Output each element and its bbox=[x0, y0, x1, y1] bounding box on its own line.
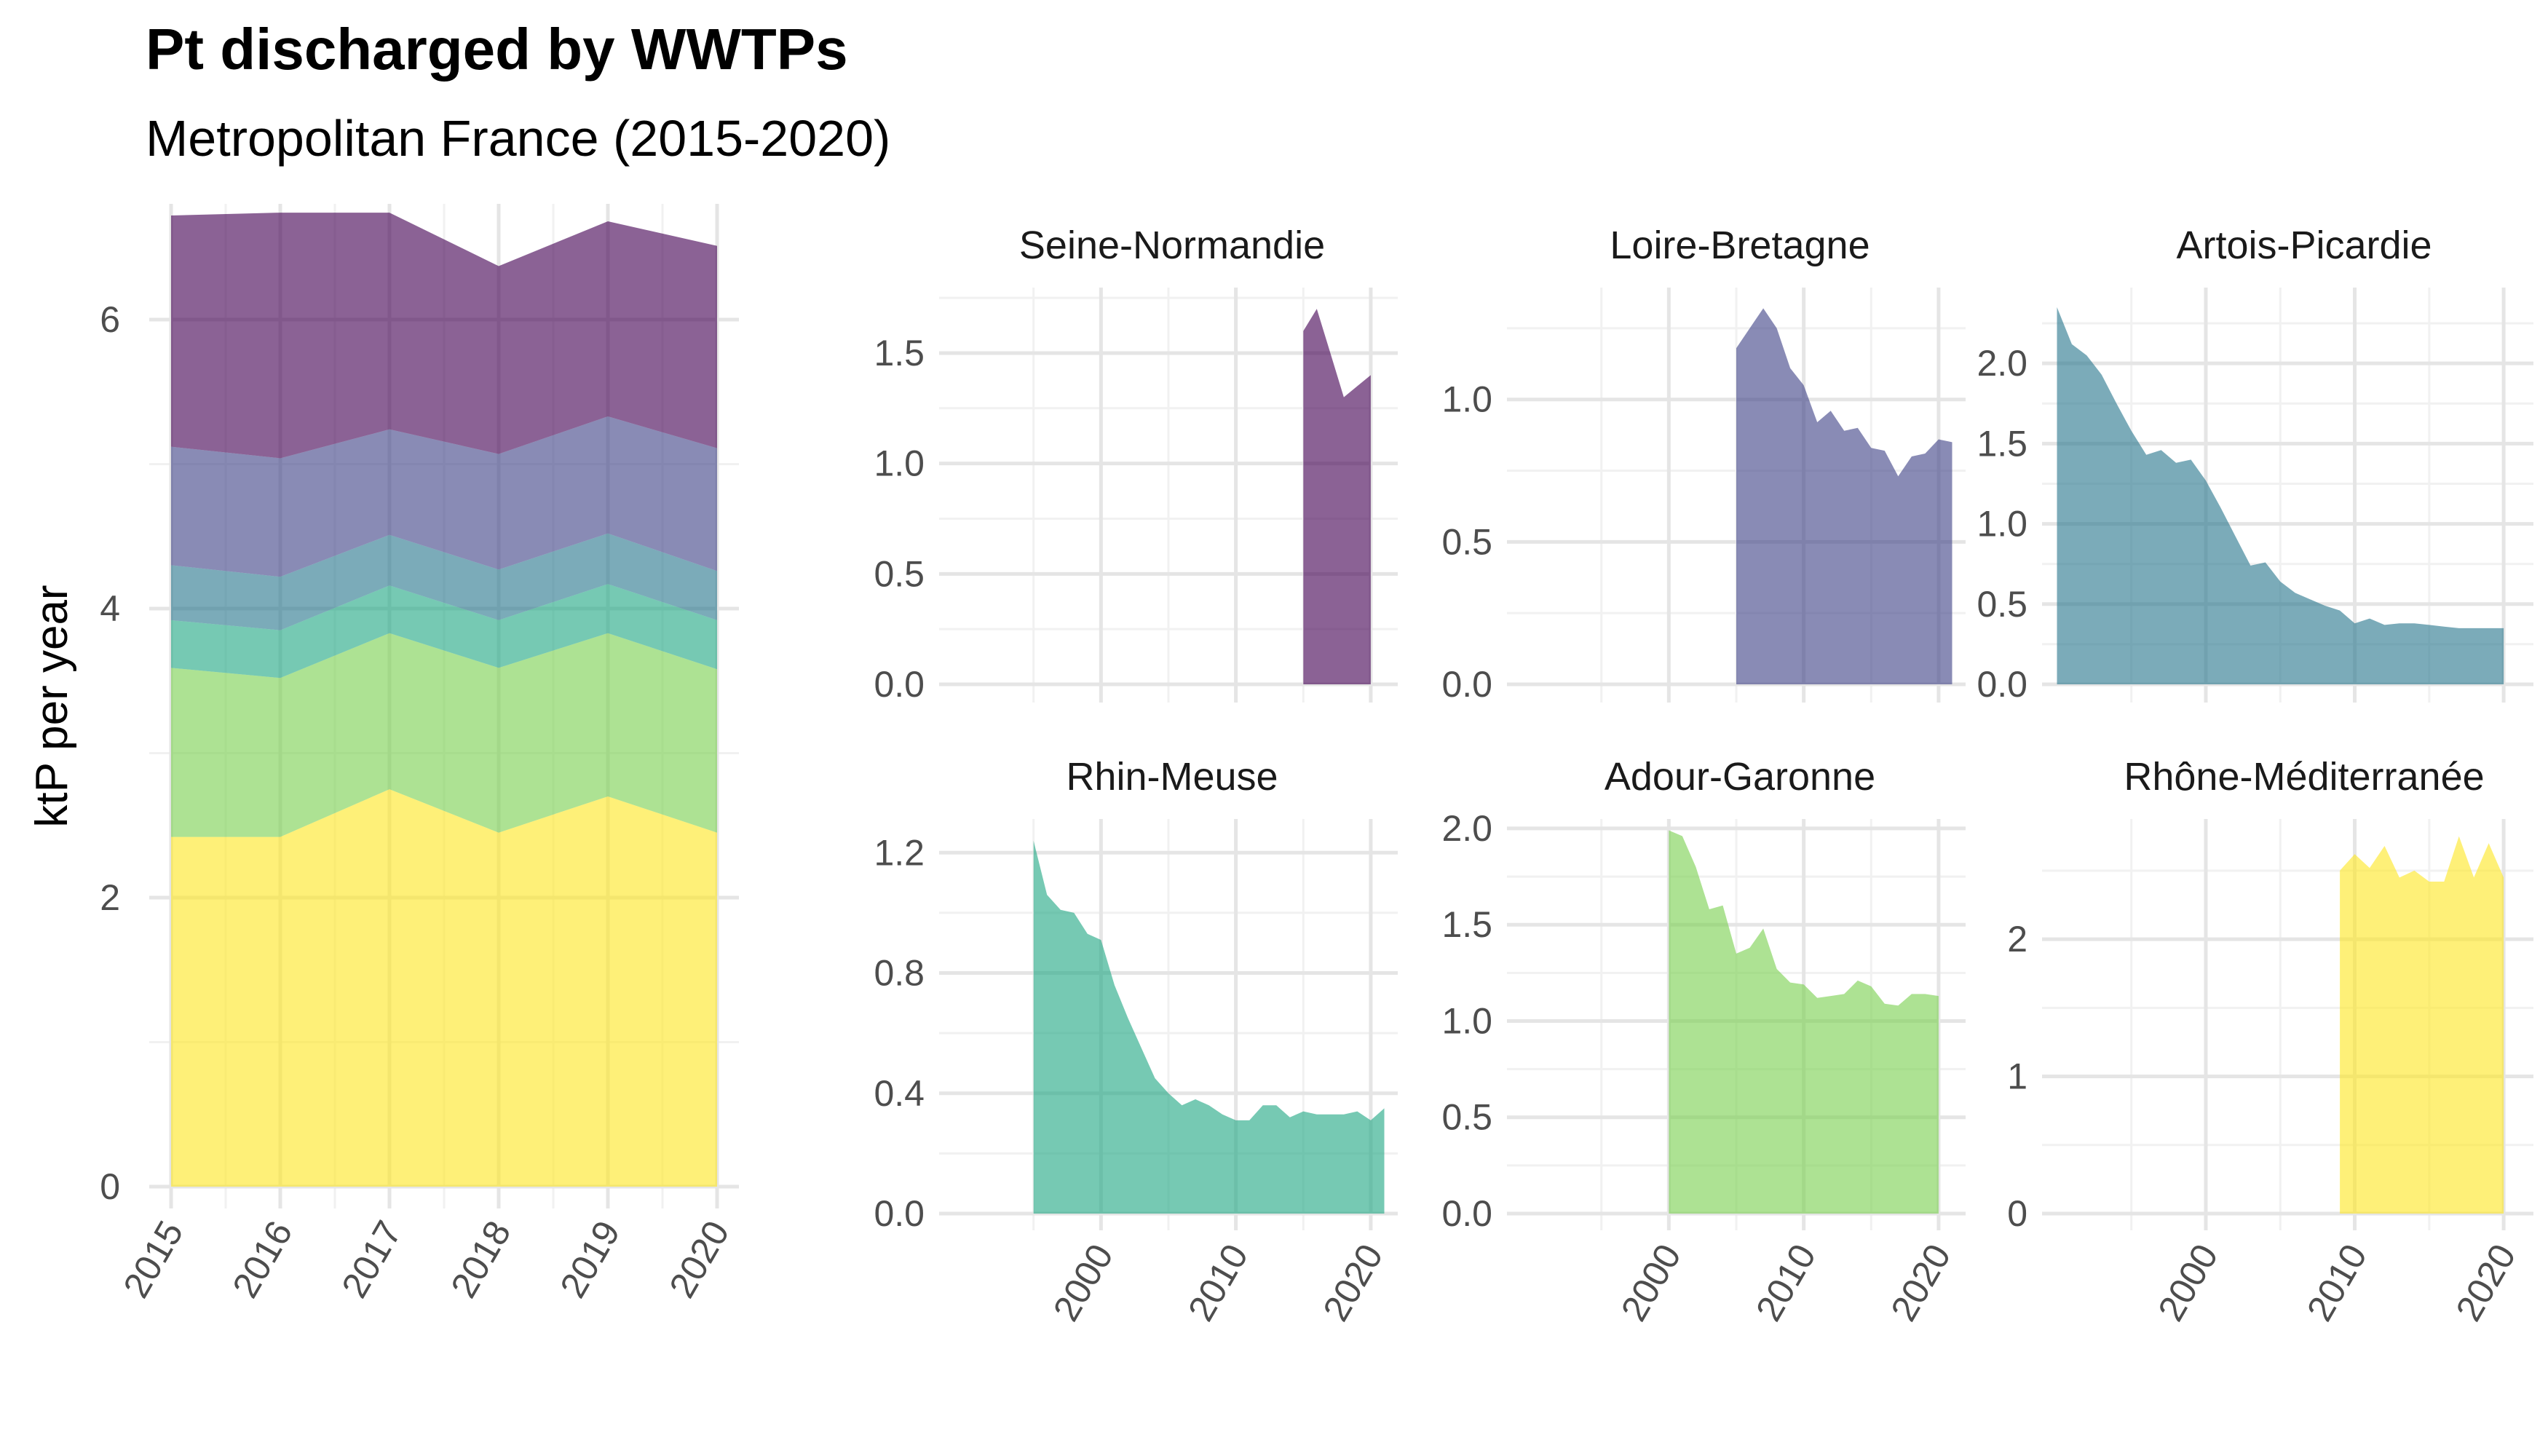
area-seine-normandie bbox=[171, 213, 717, 459]
y-tick-label: 1.5 bbox=[1977, 423, 2027, 464]
panel-title: Seine-Normandie bbox=[1019, 223, 1325, 267]
panel-3: 0.0 0.5 1.0 1.5 2.0 Artois-Picardie bbox=[1977, 223, 2533, 705]
panel-1: 0.0 0.5 1.0 1.5 Seine-Normandie bbox=[874, 223, 1398, 705]
x-tick-label: 2017 bbox=[333, 1214, 409, 1305]
x-tick-label: 2020 bbox=[1883, 1238, 1958, 1328]
y-tick-label: 0.5 bbox=[1441, 1097, 1492, 1138]
y-tick-label: 1.2 bbox=[874, 832, 925, 873]
y-tick-label: 1.5 bbox=[1441, 904, 1492, 945]
panel-5: 0.0 0.5 1.0 1.5 2.0 2000 2010 2020 Adour-Garonne bbox=[1441, 755, 1966, 1328]
x-tick-label: 2010 bbox=[1748, 1238, 1824, 1328]
panel-2: 0.0 0.5 1.0 Loire-Bretagne bbox=[1441, 223, 1966, 705]
y-tick-label: 0.8 bbox=[874, 953, 925, 994]
y-tick-label: 2.0 bbox=[1977, 343, 2027, 384]
y-tick-label: 2 bbox=[2007, 919, 2027, 960]
main-panel: 0 2 4 6 2015 2016 2017 2018 2019 2020 ktP per year bbox=[27, 204, 739, 1305]
y-tick-label: 1.0 bbox=[1977, 504, 2027, 545]
area-rhin-meuse bbox=[171, 584, 717, 678]
y-tick-label: 0.0 bbox=[874, 1193, 925, 1234]
area-seine-normandie bbox=[1303, 309, 1371, 684]
x-tick-label: 2020 bbox=[1315, 1238, 1390, 1328]
y-tick-label: 0.0 bbox=[1977, 664, 2027, 705]
y-tick-label: 0.4 bbox=[874, 1073, 925, 1114]
y-tick-label: 0.5 bbox=[1977, 584, 2027, 625]
x-tick-label: 2010 bbox=[2299, 1238, 2375, 1328]
y-tick-label: 0.0 bbox=[874, 664, 925, 705]
y-tick-label: 0.5 bbox=[1441, 521, 1492, 562]
panel-6: 0 1 2 2000 2010 2020 Rhône-Méditerranée bbox=[2007, 755, 2533, 1328]
y-tick-label: 0 bbox=[2007, 1193, 2027, 1234]
chart-subtitle: Metropolitan France (2015-2020) bbox=[146, 110, 891, 167]
y-tick-label: 0.5 bbox=[874, 553, 925, 594]
area-loire-bretagne bbox=[171, 416, 717, 577]
area-rhône-méditerranée bbox=[2340, 836, 2504, 1214]
panel-title: Rhin-Meuse bbox=[1066, 755, 1278, 799]
x-tick-label: 2000 bbox=[1613, 1238, 1689, 1328]
y-tick-label: 1.5 bbox=[874, 333, 925, 373]
y-tick-label: 1.0 bbox=[874, 443, 925, 484]
panel-title: Adour-Garonne bbox=[1605, 755, 1875, 799]
y-tick-label: 1.0 bbox=[1441, 1000, 1492, 1041]
y-tick-label: 0.0 bbox=[1441, 1193, 1492, 1234]
x-tick-label: 2010 bbox=[1180, 1238, 1256, 1328]
chart-title: Pt discharged by WWTPs bbox=[146, 17, 848, 82]
y-axis-label: ktP per year bbox=[27, 585, 77, 827]
x-tick-label: 2018 bbox=[443, 1214, 518, 1305]
y-tick-label: 1 bbox=[2007, 1056, 2027, 1097]
x-tick-label: 2016 bbox=[224, 1214, 300, 1305]
area-loire-bretagne bbox=[1736, 308, 1952, 684]
y-tick-label: 4 bbox=[100, 588, 120, 629]
area-rhone-mediterranee bbox=[171, 789, 717, 1187]
panel-title: Rhône-Méditerranée bbox=[2124, 755, 2484, 799]
area-rhin-meuse bbox=[1033, 840, 1385, 1214]
area-adour-garonne bbox=[171, 633, 717, 837]
x-tick-label: 2020 bbox=[2448, 1238, 2524, 1328]
y-tick-label: 2 bbox=[100, 877, 120, 918]
area-artois-picardie bbox=[2057, 307, 2504, 684]
y-tick-label: 0 bbox=[100, 1166, 120, 1207]
area-artois-picardie bbox=[171, 533, 717, 630]
panel-title: Artois-Picardie bbox=[2176, 223, 2432, 267]
y-tick-label: 6 bbox=[100, 299, 120, 340]
y-tick-label: 1.0 bbox=[1441, 379, 1492, 420]
x-tick-label: 2015 bbox=[115, 1214, 191, 1305]
x-tick-label: 2020 bbox=[661, 1214, 737, 1305]
x-tick-label: 2000 bbox=[1045, 1238, 1121, 1328]
panel-title: Loire-Bretagne bbox=[1610, 223, 1870, 267]
y-tick-label: 2.0 bbox=[1441, 808, 1492, 849]
y-tick-label: 0.0 bbox=[1441, 664, 1492, 705]
area-adour-garonne bbox=[1669, 830, 1939, 1214]
panel-4: 0.0 0.4 0.8 1.2 2000 2010 2020 Rhin-Meuse bbox=[874, 755, 1398, 1328]
x-tick-label: 2000 bbox=[2150, 1238, 2225, 1328]
x-tick-label: 2019 bbox=[552, 1214, 628, 1305]
